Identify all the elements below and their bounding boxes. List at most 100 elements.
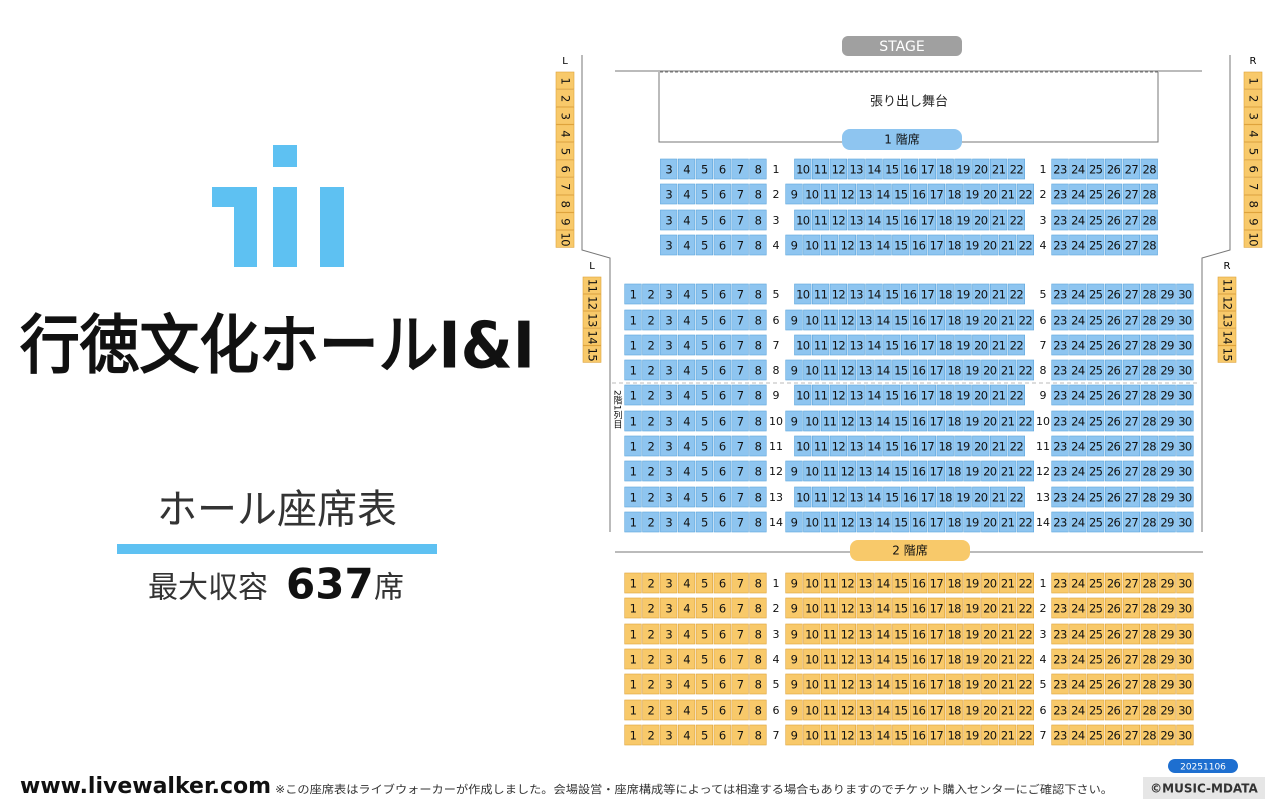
seat-number: 19 [956, 440, 970, 454]
seat [731, 486, 749, 508]
seat [927, 597, 945, 619]
seat [731, 334, 749, 356]
seat [936, 435, 954, 457]
seat [998, 234, 1017, 256]
seat [820, 183, 839, 205]
seat-number: 1 [630, 704, 637, 718]
seat [883, 158, 901, 180]
seat-number: 4 [683, 440, 690, 454]
seat-number: 25 [1089, 239, 1103, 253]
seat-number: 25 [1089, 188, 1103, 202]
seat-number: 22 [1019, 465, 1033, 479]
seat-number: 7 [737, 653, 744, 667]
seat [794, 158, 812, 180]
seat-number: 29 [1160, 577, 1174, 591]
seat [1122, 283, 1140, 305]
seat [936, 283, 954, 305]
seat [811, 384, 830, 406]
seat-number: 20 [974, 389, 988, 403]
seat [856, 623, 874, 645]
seat-number: 22 [1019, 704, 1033, 718]
seat [838, 309, 856, 331]
seat-number: 16 [912, 239, 926, 253]
seat [695, 673, 713, 695]
seat [713, 435, 731, 457]
seat-number: 15 [894, 628, 908, 642]
seat [998, 460, 1017, 482]
seat [749, 359, 767, 381]
seat [918, 283, 936, 305]
row-label: 9 [773, 389, 780, 402]
seat [642, 435, 660, 457]
seat [1140, 158, 1158, 180]
seat [642, 460, 660, 482]
seat [1176, 648, 1194, 670]
seat-number: 13 [858, 704, 872, 718]
seat-number: 8 [755, 516, 762, 530]
row-label: 10 [769, 415, 783, 428]
seat-number: 14 [867, 163, 881, 177]
seat-number: 18 [947, 239, 961, 253]
seat-number: 23 [1053, 465, 1067, 479]
seat [1069, 486, 1087, 508]
seat-number: 4 [683, 214, 690, 228]
seat-number: 17 [930, 239, 944, 253]
seat-number: 15 [894, 653, 908, 667]
seat-number: 2 [647, 653, 654, 667]
seat [677, 359, 696, 381]
row-label: 2 [773, 188, 780, 201]
seat [1051, 158, 1069, 180]
seat [1140, 699, 1158, 721]
seat-number: 14 [876, 364, 890, 378]
seat [909, 572, 928, 594]
seat [1051, 209, 1069, 231]
seat [713, 623, 731, 645]
seat [695, 623, 713, 645]
seat-number: 15 [894, 188, 908, 202]
seat-number: 12 [841, 415, 855, 429]
seat [892, 234, 910, 256]
seat-number: 12 [841, 239, 855, 253]
seat-number: 17 [930, 415, 944, 429]
seat-number: 29 [1160, 678, 1174, 692]
seat-number: 8 [755, 653, 762, 667]
seat-number: 20 [983, 415, 997, 429]
seat-number: 13 [849, 389, 863, 403]
seat-number: 18 [938, 288, 952, 302]
seat-number: 21 [1001, 653, 1015, 667]
seat [1140, 623, 1158, 645]
seat-number: 17 [921, 440, 935, 454]
seat-number: 13 [849, 288, 863, 302]
seat-number: 4 [683, 602, 690, 616]
seat [1051, 384, 1069, 406]
seat [1140, 359, 1158, 381]
seat-number: 10 [805, 602, 819, 616]
seat [972, 283, 990, 305]
seat [677, 158, 696, 180]
seat-number: 8 [755, 415, 762, 429]
seat-number: 12 [841, 465, 855, 479]
seat-number: 27 [1125, 729, 1139, 743]
seat [820, 572, 839, 594]
seat-number: 15 [894, 364, 908, 378]
seat [624, 283, 642, 305]
seat-number: 25 [1089, 288, 1103, 302]
seat-number: 16 [912, 188, 926, 202]
seat-number: 14 [867, 288, 881, 302]
seat-number: 6 [719, 678, 726, 692]
seat-number: 2 [647, 628, 654, 642]
seat [1140, 384, 1158, 406]
seat [981, 648, 999, 670]
seat-number: 23 [1053, 678, 1067, 692]
seat-number: 18 [947, 653, 961, 667]
seat [892, 410, 910, 432]
seat-number: 9 [791, 465, 798, 479]
seat-number: 25 [1089, 577, 1103, 591]
seat [1069, 183, 1087, 205]
seat-number: 12 [841, 628, 855, 642]
seat-number: 13 [1221, 313, 1235, 327]
seat-number: 5 [701, 678, 708, 692]
seat-number: 18 [947, 602, 961, 616]
seat [1087, 648, 1105, 670]
seat-number: 28 [1143, 516, 1157, 530]
